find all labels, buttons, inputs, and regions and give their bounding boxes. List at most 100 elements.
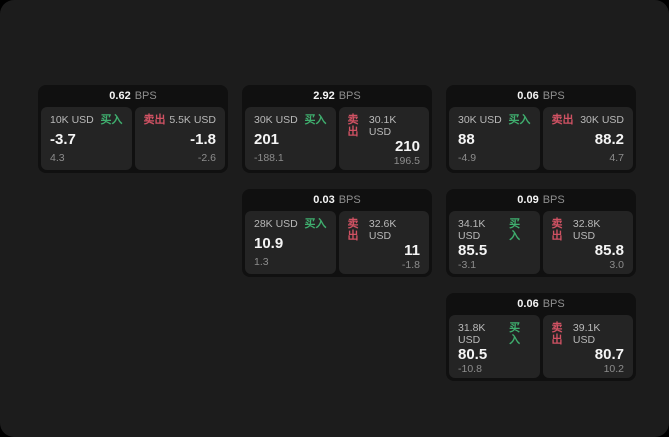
- quote-body: 31.8K USD 买入 80.5 -10.8 卖出 39.1K USD 80.…: [446, 315, 636, 381]
- sell-side-label: 卖出: [347, 218, 359, 242]
- quote-card: 0.09 BPS 34.1K USD 买入 85.5 -3.1 卖出 32.8K…: [446, 189, 636, 277]
- buy-panel[interactable]: 10K USD 买入 -3.7 4.3: [41, 107, 132, 170]
- buy-top-row: 31.8K USD 买入: [458, 322, 531, 346]
- buy-top-row: 10K USD 买入: [50, 114, 123, 126]
- buy-panel[interactable]: 30K USD 买入 88 -4.9: [449, 107, 540, 170]
- bps-unit-label: BPS: [542, 298, 565, 310]
- bps-value: 2.92: [313, 90, 335, 102]
- quote-body: 34.1K USD 买入 85.5 -3.1 卖出 32.8K USD 85.8…: [446, 211, 636, 277]
- sell-panel[interactable]: 卖出 5.5K USD -1.8 -2.6: [134, 107, 225, 170]
- bps-value: 0.09: [517, 194, 539, 206]
- bps-header: 0.06 BPS: [446, 85, 636, 107]
- bps-header: 2.92 BPS: [242, 85, 432, 107]
- sell-price: 11: [404, 242, 420, 259]
- buy-price: 10.9: [254, 234, 284, 252]
- sell-amount: 5.5K USD: [169, 114, 216, 126]
- bps-header: 0.03 BPS: [242, 189, 432, 211]
- buy-side-label: 买入: [509, 322, 521, 346]
- bps-unit-label: BPS: [542, 194, 565, 206]
- sell-price: -1.8: [190, 130, 216, 148]
- sell-top-row: 卖出 30K USD: [552, 114, 625, 126]
- buy-price: 80.5: [458, 346, 488, 363]
- buy-sub-value: -10.8: [458, 363, 482, 375]
- buy-panel[interactable]: 31.8K USD 买入 80.5 -10.8: [449, 315, 540, 378]
- sell-amount: 39.1K USD: [572, 322, 601, 346]
- sell-side-label: 卖出: [347, 114, 359, 138]
- quote-card: 2.92 BPS 30K USD 买入 201 -188.1 卖出 30.1K …: [242, 85, 432, 173]
- sell-sub-value: -2.6: [197, 152, 216, 164]
- quote-body: 10K USD 买入 -3.7 4.3 卖出 5.5K USD -1.8 -2.…: [38, 107, 228, 173]
- sell-side-label: 卖出: [551, 114, 574, 126]
- bps-unit-label: BPS: [338, 90, 361, 102]
- sell-sub-value: 4.7: [609, 152, 624, 164]
- buy-price: -3.7: [50, 130, 76, 148]
- sell-panel[interactable]: 卖出 30K USD 88.2 4.7: [542, 107, 633, 170]
- buy-amount: 10K USD: [50, 114, 94, 126]
- sell-sub-value: 3.0: [609, 259, 624, 271]
- quote-card: 0.06 BPS 31.8K USD 买入 80.5 -10.8 卖出 39.1…: [446, 293, 636, 381]
- buy-amount: 30K USD: [254, 114, 298, 126]
- bps-header: 0.62 BPS: [38, 85, 228, 107]
- buy-sub-value: -4.9: [458, 152, 477, 164]
- buy-sub-value: -188.1: [254, 152, 284, 164]
- bps-value: 0.06: [517, 298, 539, 310]
- sell-panel[interactable]: 卖出 32.6K USD 11 -1.8: [338, 211, 429, 274]
- sell-panel[interactable]: 卖出 39.1K USD 80.7 10.2: [542, 315, 633, 378]
- buy-price: 201: [254, 130, 280, 148]
- bps-value: 0.62: [109, 90, 131, 102]
- sell-price: 80.7: [594, 346, 624, 363]
- sell-amount: 32.6K USD: [368, 218, 397, 242]
- buy-side-label: 买入: [304, 218, 327, 230]
- buy-price: 88: [458, 130, 475, 148]
- buy-side-label: 买入: [508, 114, 531, 126]
- buy-side-label: 买入: [100, 114, 123, 126]
- buy-side-label: 买入: [509, 218, 521, 242]
- quote-card: 0.06 BPS 30K USD 买入 88 -4.9 卖出 30K USD 8…: [446, 85, 636, 173]
- quote-card: 0.62 BPS 10K USD 买入 -3.7 4.3 卖出 5.5K USD…: [38, 85, 228, 173]
- buy-sub-value: 4.3: [50, 152, 65, 164]
- sell-side-label: 卖出: [551, 218, 563, 242]
- bps-header: 0.09 BPS: [446, 189, 636, 211]
- sell-panel[interactable]: 卖出 30.1K USD 210 196.5: [338, 107, 429, 170]
- buy-price: 85.5: [458, 242, 488, 259]
- bps-value: 0.06: [517, 90, 539, 102]
- buy-side-label: 买入: [304, 114, 327, 126]
- quote-body: 30K USD 买入 88 -4.9 卖出 30K USD 88.2 4.7: [446, 107, 636, 173]
- sell-amount: 30K USD: [580, 114, 624, 126]
- sell-top-row: 卖出 32.6K USD: [348, 218, 421, 242]
- buy-top-row: 34.1K USD 买入: [458, 218, 531, 242]
- sell-price: 210: [394, 138, 420, 155]
- buy-amount: 34.1K USD: [458, 218, 486, 242]
- sell-price: 85.8: [594, 242, 624, 259]
- sell-top-row: 卖出 30.1K USD: [348, 114, 421, 138]
- sell-side-label: 卖出: [551, 322, 563, 346]
- sell-top-row: 卖出 32.8K USD: [552, 218, 625, 242]
- sell-amount: 32.8K USD: [572, 218, 601, 242]
- bps-value: 0.03: [313, 194, 335, 206]
- buy-amount: 28K USD: [254, 218, 298, 230]
- bps-unit-label: BPS: [542, 90, 565, 102]
- buy-panel[interactable]: 28K USD 买入 10.9 1.3: [245, 211, 336, 274]
- sell-sub-value: 10.2: [603, 363, 624, 375]
- buy-panel[interactable]: 34.1K USD 买入 85.5 -3.1: [449, 211, 540, 274]
- sell-sub-value: 196.5: [393, 155, 420, 167]
- buy-amount: 30K USD: [458, 114, 502, 126]
- buy-panel[interactable]: 30K USD 买入 201 -188.1: [245, 107, 336, 170]
- bps-unit-label: BPS: [134, 90, 157, 102]
- sell-price: 88.2: [594, 130, 624, 148]
- sell-top-row: 卖出 39.1K USD: [552, 322, 625, 346]
- buy-sub-value: -3.1: [458, 259, 477, 271]
- sell-side-label: 卖出: [143, 114, 166, 126]
- sell-top-row: 卖出 5.5K USD: [144, 114, 217, 126]
- sell-sub-value: -1.8: [401, 259, 420, 271]
- quote-card: 0.03 BPS 28K USD 买入 10.9 1.3 卖出 32.6K US…: [242, 189, 432, 277]
- quote-body: 28K USD 买入 10.9 1.3 卖出 32.6K USD 11 -1.8: [242, 211, 432, 277]
- buy-amount: 31.8K USD: [458, 322, 486, 346]
- sell-panel[interactable]: 卖出 32.8K USD 85.8 3.0: [542, 211, 633, 274]
- buy-top-row: 30K USD 买入: [458, 114, 531, 126]
- buy-top-row: 28K USD 买入: [254, 218, 327, 230]
- quote-body: 30K USD 买入 201 -188.1 卖出 30.1K USD 210 1…: [242, 107, 432, 173]
- bps-header: 0.06 BPS: [446, 293, 636, 315]
- sell-amount: 30.1K USD: [368, 114, 397, 138]
